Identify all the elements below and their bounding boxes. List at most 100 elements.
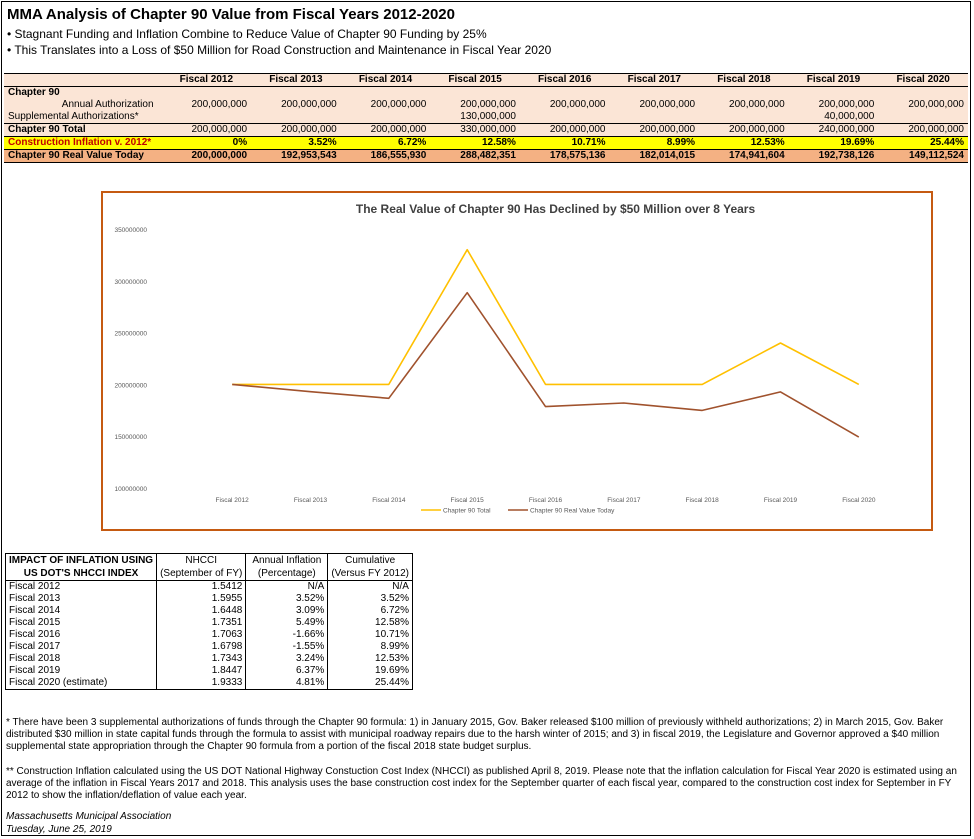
- section-empty-cell: [161, 86, 252, 99]
- nhcci-value-cell: 6.37%: [245, 665, 329, 677]
- column-header-row-cell: Fiscal 2019: [788, 73, 879, 87]
- chart-container: The Real Value of Chapter 90 Has Decline…: [101, 191, 933, 531]
- x-tick-label: Fiscal 2014: [372, 497, 406, 504]
- annual-authorization-row-cell: 200,000,000: [788, 99, 879, 111]
- total-row-cell: 200,000,000: [699, 123, 789, 137]
- supplemental-row-cell: [340, 111, 431, 124]
- nhcci-header-cell: Cumulative (Versus FY 2012): [327, 553, 413, 581]
- total-row-label: Chapter 90 Total: [4, 123, 162, 137]
- nhcci-header-cell: Annual Inflation (Percentage): [245, 553, 329, 581]
- supplemental-row-cell: [251, 111, 341, 124]
- total-row-cell: 200,000,000: [878, 123, 968, 137]
- inflation-row-cell: 3.52%: [251, 136, 341, 150]
- nhcci-row: Fiscal 2015 1.7351 5.49% 12.58%: [4, 617, 413, 629]
- x-tick-label: Fiscal 2018: [686, 497, 720, 504]
- y-tick-label: 150000000: [114, 434, 147, 441]
- nhcci-header-line: US DOT'S NHCCI INDEX: [23, 568, 139, 579]
- total-row-cell: 330,000,000: [430, 123, 520, 137]
- inflation-row-cell: 8.99%: [609, 136, 700, 150]
- page-title: MMA Analysis of Chapter 90 Value from Fi…: [7, 6, 455, 23]
- nhcci-year-cell: Fiscal 2014: [4, 605, 158, 617]
- nhcci-value-cell: -1.66%: [245, 629, 329, 641]
- annual-authorization-row-cell: 200,000,000: [161, 99, 252, 111]
- supplemental-row-cell: [519, 111, 610, 124]
- nhcci-value-cell: 12.58%: [327, 617, 413, 629]
- total-row-cell: 200,000,000: [519, 123, 610, 137]
- bullet-1: • Stagnant Funding and Inflation Combine…: [7, 27, 487, 41]
- supplemental-row: Supplemental Authorizations* 130,000,000 4…: [4, 111, 968, 124]
- column-header-row-cell: Fiscal 2012: [161, 73, 252, 87]
- real-value-row-cell: 174,941,604: [699, 149, 789, 163]
- annual-authorization-row-cell: 200,000,000: [251, 99, 341, 111]
- footer-date: Tuesday, June 25, 2019: [6, 824, 112, 835]
- column-header-row-cell: Fiscal 2018: [699, 73, 789, 87]
- annual-authorization-row-cell: 200,000,000: [878, 99, 968, 111]
- section-empty-cell: [788, 86, 879, 99]
- x-tick-label: Fiscal 2019: [764, 497, 798, 504]
- x-tick-label: Fiscal 2016: [529, 497, 563, 504]
- bullet-2: • This Translates into a Loss of $50 Mil…: [7, 43, 552, 57]
- nhcci-row: Fiscal 2014 1.6448 3.09% 6.72%: [4, 605, 413, 617]
- legend-label: Chapter 90 Real Value Today: [530, 508, 615, 515]
- total-row: Chapter 90 Total 200,000,000 200,000,000 20…: [4, 123, 968, 137]
- nhcci-value-cell: 1.6448: [156, 605, 247, 617]
- inflation-row-label: Construction Inflation v. 2012*: [4, 136, 162, 150]
- inflation-row-cell: 19.69%: [788, 136, 879, 150]
- section-empty-cell: [251, 86, 341, 99]
- y-tick-label: 300000000: [114, 279, 147, 286]
- y-tick-label: 250000000: [114, 331, 147, 338]
- footer-org: Massachusetts Municipal Association: [6, 811, 172, 822]
- nhcci-row: Fiscal 2017 1.6798 -1.55% 8.99%: [4, 641, 413, 653]
- real-value-row-cell: 186,555,930: [340, 149, 431, 163]
- total-row-cell: 200,000,000: [161, 123, 252, 137]
- inflation-row-cell: 12.53%: [699, 136, 789, 150]
- section-row: Chapter 90: [4, 86, 968, 99]
- real-value-row-label: Chapter 90 Real Value Today: [4, 149, 162, 163]
- section-label: Chapter 90: [4, 86, 162, 99]
- column-header-row-cell: Fiscal 2017: [609, 73, 700, 87]
- nhcci-row: Fiscal 2016 1.7063 -1.66% 10.71%: [4, 629, 413, 641]
- annual-authorization-row-cell: 200,000,000: [609, 99, 700, 111]
- nhcci-row: Fiscal 2013 1.5955 3.52% 3.52%: [4, 593, 413, 605]
- supplemental-row-cell: [609, 111, 700, 124]
- real-value-row: Chapter 90 Real Value Today 200,000,000 19…: [4, 149, 968, 163]
- supplemental-row-cell: [699, 111, 789, 124]
- nhcci-year-cell: Fiscal 2018: [4, 653, 158, 665]
- annual-authorization-row-cell: 200,000,000: [430, 99, 520, 111]
- nhcci-value-cell: 1.5955: [156, 593, 247, 605]
- annual-authorization-row-label: Annual Authorization: [4, 99, 162, 111]
- nhcci-value-cell: 10.71%: [327, 629, 413, 641]
- nhcci-year-cell: Fiscal 2012: [4, 580, 158, 593]
- legend-label: Chapter 90 Total: [443, 508, 491, 515]
- inflation-row-cell: 12.58%: [430, 136, 520, 150]
- supplemental-row-label: Supplemental Authorizations*: [4, 111, 162, 124]
- supplemental-row-cell: 40,000,000: [788, 111, 879, 124]
- nhcci-value-cell: 4.81%: [245, 677, 329, 690]
- nhcci-value-cell: 3.52%: [327, 593, 413, 605]
- nhcci-header-row: IMPACT OF INFLATION USING US DOT'S NHCCI …: [4, 553, 413, 581]
- section-empty-cell: [519, 86, 610, 99]
- inflation-row: Construction Inflation v. 2012* 0% 3.52% 6.…: [4, 136, 968, 150]
- nhcci-year-cell: Fiscal 2020 (estimate): [4, 677, 158, 690]
- nhcci-year-cell: Fiscal 2019: [4, 665, 158, 677]
- total-row-cell: 200,000,000: [609, 123, 700, 137]
- section-empty-cell: [430, 86, 520, 99]
- annual-authorization-row-cell: 200,000,000: [699, 99, 789, 111]
- real-value-row-cell: 200,000,000: [161, 149, 252, 163]
- nhcci-header-line: IMPACT OF INFLATION USING: [9, 555, 154, 566]
- nhcci-value-cell: 1.7351: [156, 617, 247, 629]
- nhcci-value-cell: -1.55%: [245, 641, 329, 653]
- column-header-row-cell: Fiscal 2014: [340, 73, 431, 87]
- section-empty-cell: [609, 86, 700, 99]
- total-row-cell: 200,000,000: [251, 123, 341, 137]
- column-header-row-cell: Fiscal 2015: [430, 73, 520, 87]
- note-supplemental: * There have been 3 supplemental authori…: [6, 717, 944, 752]
- x-tick-label: Fiscal 2015: [451, 497, 485, 504]
- nhcci-year-cell: Fiscal 2017: [4, 641, 158, 653]
- total-row-cell: 240,000,000: [788, 123, 879, 137]
- nhcci-year-cell: Fiscal 2016: [4, 629, 158, 641]
- real-value-row-cell: 182,014,015: [609, 149, 700, 163]
- y-tick-label: 100000000: [114, 486, 147, 493]
- chart-title: The Real Value of Chapter 90 Has Decline…: [356, 202, 756, 216]
